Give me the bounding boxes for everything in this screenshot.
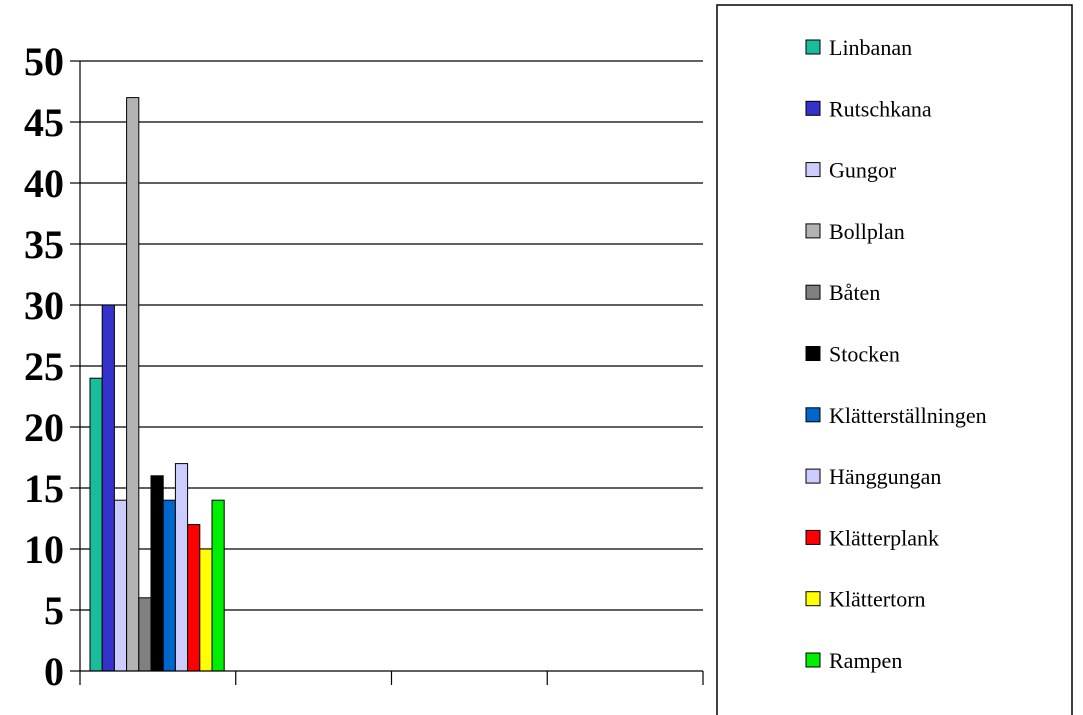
legend-label: Klättertorn [829,587,926,612]
legend-swatch [805,407,821,423]
y-axis-tick-labels: 0 5 10 15 20 25 30 35 40 45 50 [24,39,64,694]
legend-swatch [805,652,821,668]
legend-label: Båten [829,280,880,305]
y-axis-tick-label: 15 [24,466,64,511]
y-axis-tick-label: 50 [24,39,64,84]
y-axis-tick-label: 20 [24,405,64,450]
legend-label: Klätterställningen [829,403,987,428]
bar-rampen [211,499,225,672]
bar-stocken [150,475,164,672]
legend-label: Bollplan [829,219,905,244]
legend-swatch [805,100,821,116]
y-axis-tick-label: 25 [24,344,64,389]
legend-label: Klätterplank [829,525,939,550]
legend-label: Stocken [829,342,900,367]
y-axis-tick-label: 10 [24,527,64,572]
legend-label: Linbanan [829,35,912,60]
bar-rutschkana [101,304,115,672]
y-axis-tick-label: 30 [24,283,64,328]
axes [70,60,704,685]
legend: Linbanan Rutschkana Gungor Bollplan Båten Sto… [716,4,1073,715]
legend-swatch [805,284,821,300]
bar-hänggungan [174,463,189,672]
bars [89,97,225,672]
legend-swatch [805,468,821,484]
legend-label: Rampen [829,648,902,673]
y-axis-tick-label: 5 [44,588,64,633]
bar-klättertorn [199,548,213,672]
bar-bollplan [126,97,140,672]
legend-swatch [805,223,821,239]
bar-klätterplank [187,524,201,672]
legend-label: Hänggungan [829,464,941,489]
legend-label: Rutschkana [829,96,932,121]
y-axis-tick-label: 40 [24,161,64,206]
legend-swatch [805,162,821,178]
legend-swatch [805,591,821,607]
y-axis-tick-label: 35 [24,222,64,267]
legend-box [716,4,1073,715]
bar-klätterställningen [162,499,176,672]
bar-linbanan [89,377,103,672]
legend-swatch [805,346,821,361]
y-axis-tick-label: 0 [44,649,64,694]
legend-swatch [805,529,821,545]
y-axis-tick-label: 45 [24,100,64,145]
bar-båten [138,597,152,672]
legend-label: Gungor [829,158,897,183]
bar-gungor [113,499,128,672]
legend-swatch [805,39,821,55]
